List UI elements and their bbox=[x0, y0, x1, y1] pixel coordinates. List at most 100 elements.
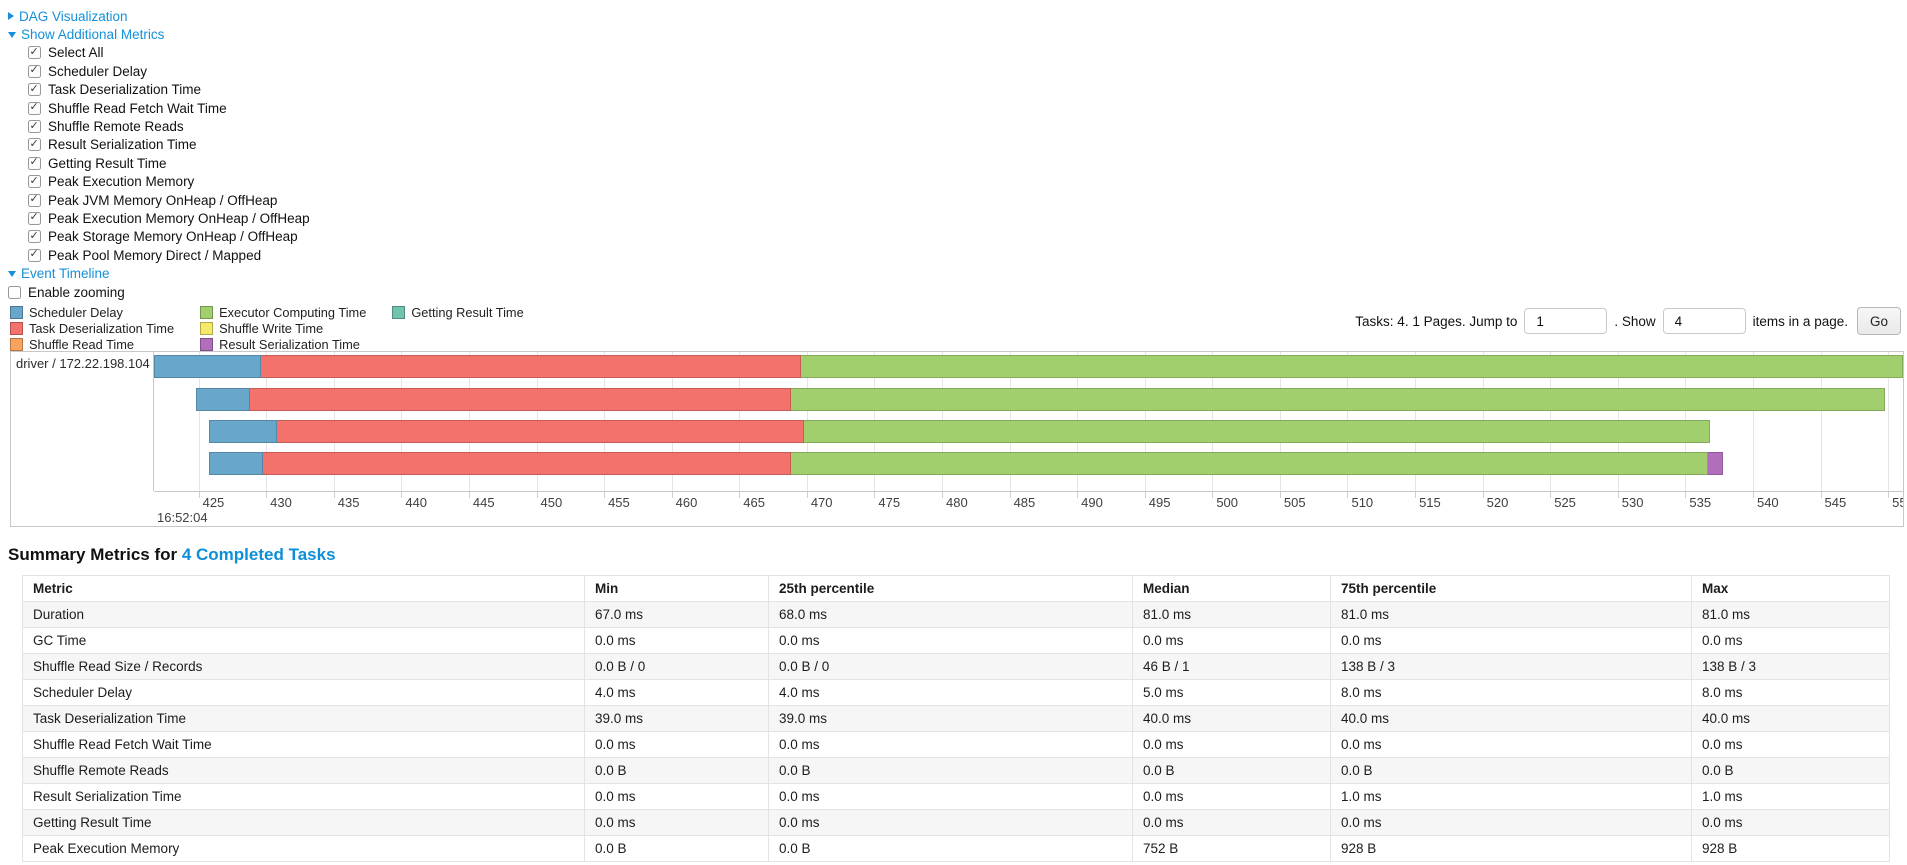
metric-checkbox[interactable] bbox=[28, 174, 41, 189]
event-timeline-toggle[interactable]: Event Timeline bbox=[8, 266, 110, 281]
axis-tick bbox=[1550, 492, 1552, 499]
metric-checkbox[interactable] bbox=[28, 63, 41, 78]
task-segment-result-serialization bbox=[1708, 452, 1724, 476]
summary-heading-text: Summary Metrics for bbox=[8, 545, 182, 565]
table-cell: 0.0 B bbox=[584, 835, 769, 863]
table-cell: 4.0 ms bbox=[768, 679, 1133, 707]
task-bar[interactable] bbox=[209, 452, 1724, 476]
metric-checkbox-row: Peak Execution Memory OnHeap / OffHeap bbox=[8, 209, 1907, 227]
enable-zooming-label: Enable zooming bbox=[28, 284, 125, 300]
event-timeline-label: Event Timeline bbox=[21, 266, 110, 282]
metric-checkbox[interactable] bbox=[28, 247, 41, 262]
metric-checkbox-label: Result Serialization Time bbox=[48, 137, 197, 153]
metric-checkbox[interactable] bbox=[28, 229, 41, 244]
metric-checkbox[interactable] bbox=[28, 45, 41, 60]
dag-visualization-toggle[interactable]: DAG Visualization bbox=[8, 9, 128, 24]
task-bar[interactable] bbox=[209, 420, 1710, 444]
table-cell: 5.0 ms bbox=[1132, 679, 1331, 707]
table-cell: Result Serialization Time bbox=[22, 783, 585, 811]
axis-tick bbox=[333, 492, 335, 499]
legend-swatch-scheduler-delay bbox=[10, 306, 23, 319]
table-cell: 0.0 ms bbox=[1691, 809, 1890, 837]
axis-tick-label: 525 bbox=[1554, 495, 1576, 511]
table-cell: Duration bbox=[22, 601, 585, 629]
table-cell: Shuffle Read Size / Records bbox=[22, 653, 585, 681]
axis-tick-label: 470 bbox=[810, 495, 833, 511]
task-segment-task-deserialization bbox=[260, 355, 802, 379]
metric-checkbox[interactable] bbox=[28, 210, 41, 225]
go-button[interactable]: Go bbox=[1856, 307, 1901, 336]
legend-swatch-getting-result bbox=[392, 306, 406, 319]
pagination-suffix-text: items in a page. bbox=[1752, 313, 1848, 329]
show-additional-metrics-toggle[interactable]: Show Additional Metrics bbox=[8, 27, 164, 42]
table-cell: 40.0 ms bbox=[1691, 705, 1890, 733]
metric-checkbox-label: Peak Pool Memory Direct / Mapped bbox=[48, 247, 262, 263]
legend-item: Shuffle Read Time bbox=[10, 337, 174, 352]
metric-checkbox-row: Shuffle Remote Reads bbox=[8, 117, 1907, 135]
axis-tick-label: 475 bbox=[878, 495, 901, 511]
items-per-page-input[interactable] bbox=[1662, 308, 1746, 335]
jump-to-page-input[interactable] bbox=[1524, 308, 1608, 335]
task-bar[interactable] bbox=[195, 388, 1886, 412]
axis-tick bbox=[1144, 492, 1146, 499]
completed-tasks-link[interactable]: 4 Completed Tasks bbox=[181, 545, 336, 565]
table-cell: 752 B bbox=[1132, 835, 1331, 863]
metric-checkbox[interactable] bbox=[28, 100, 41, 115]
enable-zooming-checkbox[interactable] bbox=[8, 285, 21, 299]
metric-checkbox-row: Scheduler Delay bbox=[8, 62, 1907, 80]
legend-item: Getting Result Time bbox=[392, 305, 524, 320]
metric-checkbox[interactable] bbox=[28, 155, 41, 170]
table-cell: 0.0 ms bbox=[1691, 627, 1890, 655]
pagination-show-text: . Show bbox=[1614, 313, 1656, 329]
axis-tick-label: 520 bbox=[1486, 495, 1509, 511]
axis-tick bbox=[671, 492, 673, 499]
axis-tick bbox=[1212, 492, 1214, 499]
metric-checkbox-label: Peak JVM Memory OnHeap / OffHeap bbox=[48, 192, 278, 208]
gridline bbox=[1820, 352, 1822, 492]
legend-swatch-executor-computing bbox=[200, 306, 214, 319]
table-cell: 39.0 ms bbox=[584, 705, 769, 733]
table-header-row: Metric Min 25th percentile Median 75th perce… bbox=[22, 575, 1890, 603]
task-bar[interactable] bbox=[154, 355, 1903, 379]
table-column-header: Max bbox=[1691, 575, 1890, 603]
table-cell: 68.0 ms bbox=[768, 601, 1133, 629]
axis-tick-label: 505 bbox=[1283, 495, 1306, 511]
metric-checkbox[interactable] bbox=[28, 82, 41, 97]
table-column-header: Metric bbox=[22, 575, 585, 603]
axis-tick-label: 495 bbox=[1148, 495, 1171, 511]
table-cell: 0.0 B / 0 bbox=[584, 653, 769, 681]
legend-label: Shuffle Write Time bbox=[219, 321, 324, 336]
dag-visualization-label: DAG Visualization bbox=[19, 8, 128, 24]
metric-checkbox-label: Peak Execution Memory bbox=[48, 174, 195, 190]
axis-tick-label: 485 bbox=[1013, 495, 1036, 511]
axis-tick-label: 540 bbox=[1756, 495, 1779, 511]
task-segment-executor-computing bbox=[804, 420, 1710, 444]
axis-tick bbox=[536, 492, 538, 499]
chevron-right-icon bbox=[8, 12, 14, 21]
axis-tick-label: 430 bbox=[270, 495, 292, 511]
axis-tick-label: 550 bbox=[1892, 495, 1903, 511]
metric-checkbox[interactable] bbox=[28, 119, 41, 134]
table-row: GC Time 0.0 ms 0.0 ms 0.0 ms 0.0 ms 0.0 ms bbox=[22, 627, 1890, 655]
table-column-header: Median bbox=[1132, 575, 1331, 603]
legend-swatch-result-serialization bbox=[200, 338, 214, 351]
axis-tick-label: 530 bbox=[1621, 495, 1644, 511]
summary-metrics-table: Metric Min 25th percentile Median 75th perce… bbox=[22, 575, 1890, 863]
axis-tick bbox=[604, 492, 606, 499]
table-cell: 0.0 ms bbox=[1132, 627, 1331, 655]
legend-label: Task Deserialization Time bbox=[29, 321, 175, 336]
legend-label: Scheduler Delay bbox=[29, 305, 123, 320]
axis-tick bbox=[1077, 492, 1079, 499]
axis-tick-label: 510 bbox=[1351, 495, 1374, 511]
axis-tick-label: 545 bbox=[1824, 495, 1847, 511]
table-cell: 67.0 ms bbox=[584, 601, 769, 629]
metric-checkbox[interactable] bbox=[28, 192, 41, 207]
timeline-legend: Scheduler Delay Task Deserialization Time… bbox=[10, 305, 1907, 352]
table-cell: 46 B / 1 bbox=[1132, 653, 1331, 681]
axis-tick bbox=[874, 492, 876, 499]
legend-column: Getting Result Time bbox=[392, 305, 524, 352]
table-cell: 81.0 ms bbox=[1691, 601, 1890, 629]
table-cell: GC Time bbox=[22, 627, 585, 655]
table-cell: 0.0 ms bbox=[768, 783, 1133, 811]
metric-checkbox[interactable] bbox=[28, 137, 41, 152]
